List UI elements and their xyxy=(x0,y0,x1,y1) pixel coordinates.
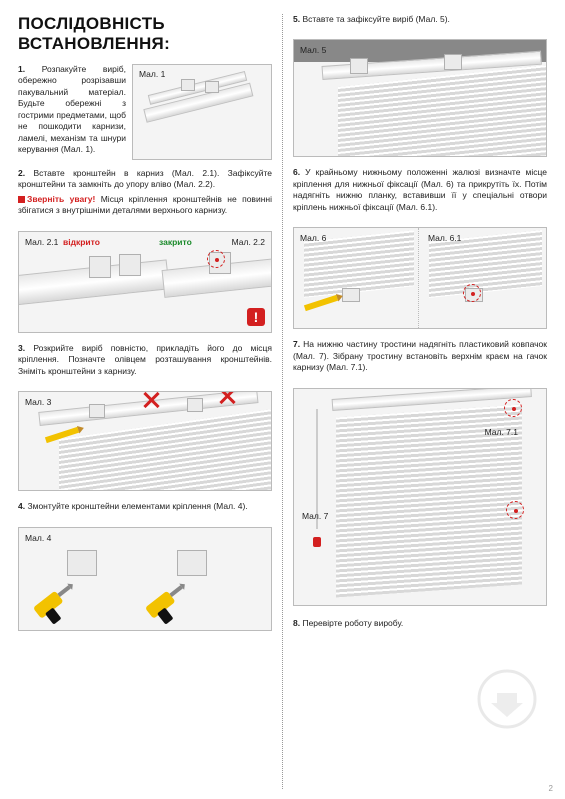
step-1-text: 1. Розпакуйте виріб, обережно розрізавши… xyxy=(18,64,126,156)
figure-1-label: Мал. 1 xyxy=(139,69,165,79)
x-mark-icon xyxy=(143,392,159,408)
figure-7: Мал. 7 Мал. 7.1 xyxy=(293,388,547,606)
figure-5: Мал. 5 xyxy=(293,39,547,157)
figure-61-label: Мал. 6.1 xyxy=(428,233,461,243)
figure-6: Мал. 6 Мал. 6.1 xyxy=(293,227,547,329)
x-mark-icon xyxy=(219,391,235,404)
drill-icon xyxy=(141,576,197,630)
step-3: 3. Розкрийте виріб повністю, прикладіть … xyxy=(18,343,272,377)
step-7: 7. На нижню частину тростини надягніть п… xyxy=(293,339,547,373)
step-8-text: 8. Перевірте роботу виробу. xyxy=(293,618,547,629)
figure-5-label: Мал. 5 xyxy=(300,45,326,55)
step-2-text: 2. Вставте кронштейн в карниз (Мал. 2.1)… xyxy=(18,168,272,191)
figure-71-label: Мал. 7.1 xyxy=(485,427,518,437)
figure-4-label: Мал. 4 xyxy=(25,533,51,543)
figure-1: Мал. 1 xyxy=(132,64,272,160)
step-2: 2. Вставте кронштейн в карниз (Мал. 2.1)… xyxy=(18,168,272,217)
step-8: 8. Перевірте роботу виробу. xyxy=(293,618,547,629)
figure-6-label: Мал. 6 xyxy=(300,233,326,243)
label-closed: закрито xyxy=(159,237,192,247)
step-4-text: 4. Змонтуйте кронштейни елементами кріпл… xyxy=(18,501,272,512)
pencil-icon xyxy=(304,295,338,311)
step-6-text: 6. У крайньому нижньому положенні жалюзі… xyxy=(293,167,547,213)
page-number: 2 xyxy=(549,784,553,793)
step-6: 6. У крайньому нижньому положенні жалюзі… xyxy=(293,167,547,213)
figure-22-label: Мал. 2.2 xyxy=(232,237,265,247)
wand-cap-icon xyxy=(313,537,321,547)
step-7-text: 7. На нижню частину тростини надягніть п… xyxy=(293,339,547,373)
page-title: ПОСЛІДОВНІСТЬ ВСТАНОВЛЕННЯ: xyxy=(18,14,272,54)
step-1: 1. Розпакуйте виріб, обережно розрізавши… xyxy=(18,64,272,160)
step-4: 4. Змонтуйте кронштейни елементами кріпл… xyxy=(18,501,272,512)
figure-7-label: Мал. 7 xyxy=(302,511,328,521)
step-5-text: 5. Вставте та зафіксуйте виріб (Мал. 5). xyxy=(293,14,547,25)
drill-icon xyxy=(29,576,85,630)
figure-3-label: Мал. 3 xyxy=(25,397,51,407)
figure-4: Мал. 4 xyxy=(18,527,272,631)
step-3-text: 3. Розкрийте виріб повністю, прикладіть … xyxy=(18,343,272,377)
figure-21-label: Мал. 2.1 xyxy=(25,237,58,247)
step-5: 5. Вставте та зафіксуйте виріб (Мал. 5). xyxy=(293,14,547,25)
step-2-warning: Зверніть увагу! Місця кріплення кронштей… xyxy=(18,194,272,217)
watermark-icon xyxy=(477,669,537,729)
warning-icon xyxy=(18,196,25,203)
alert-icon: ! xyxy=(247,308,265,326)
figure-2: Мал. 2.1 відкрито закрито Мал. 2.2 ! xyxy=(18,231,272,333)
figure-3: Мал. 3 xyxy=(18,391,272,491)
label-open: відкрито xyxy=(63,237,100,247)
